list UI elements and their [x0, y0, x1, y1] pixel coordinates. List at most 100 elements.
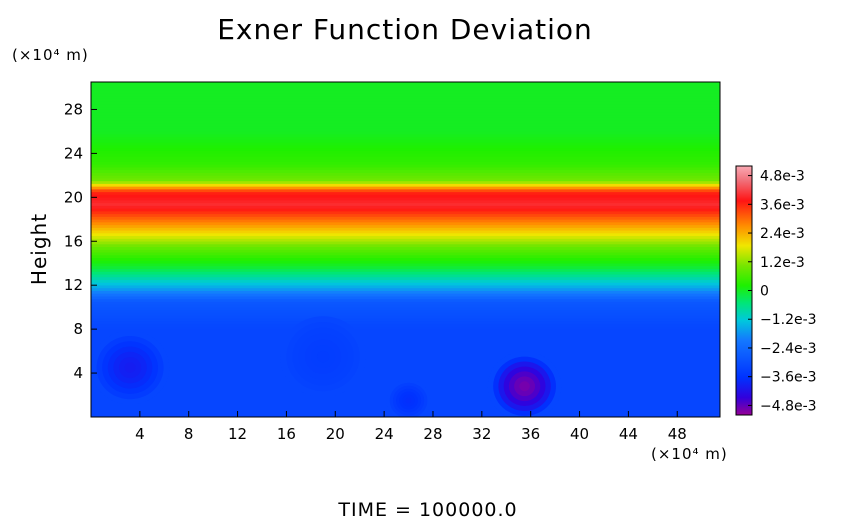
- heatmap-band: [91, 175, 720, 179]
- heatmap-band: [91, 100, 720, 105]
- heatmap-band: [91, 84, 720, 88]
- heatmap-band: [91, 334, 720, 338]
- x-tick-label: 24: [375, 425, 394, 443]
- heatmap-band: [91, 194, 720, 198]
- heatmap-band: [91, 158, 720, 162]
- heatmap-band: [91, 136, 720, 140]
- heatmap-band: [91, 188, 720, 193]
- heatmap-band: [91, 298, 720, 302]
- x-tick-label: 36: [521, 425, 540, 443]
- x-axis-unit: (×10⁴ m): [651, 445, 728, 463]
- heatmap-anomaly: [124, 362, 136, 373]
- heatmap-band: [91, 87, 720, 91]
- heatmap-band: [91, 268, 720, 272]
- colorbar-axis: 4.8e-3 3.6e-3 2.4e-3 1.2e-3 0 −1.2e-3 −2.4e-3 −…: [748, 169, 817, 414]
- heatmap-band: [91, 153, 720, 157]
- heatmap-band: [91, 287, 720, 291]
- heatmap-band: [91, 227, 720, 231]
- colorbar-tick-label: −1.2e-3: [760, 312, 817, 328]
- heatmap-band: [91, 82, 720, 86]
- heatmap-band: [91, 144, 720, 149]
- heatmap-band: [91, 133, 720, 138]
- heatmap-band: [91, 306, 720, 311]
- heatmap-band: [91, 367, 720, 371]
- heatmap-band: [91, 312, 720, 316]
- y-tick-label: 28: [64, 100, 83, 118]
- heatmap-band: [91, 356, 720, 360]
- heatmap-anomaly: [405, 397, 412, 404]
- heatmap-band: [91, 224, 720, 228]
- heatmap-band: [91, 254, 720, 259]
- heatmap-band: [91, 218, 720, 223]
- heatmap-band: [91, 290, 720, 294]
- x-tick-label: 8: [184, 425, 194, 443]
- y-tick-label: 8: [73, 320, 83, 338]
- heatmap-band: [91, 150, 720, 154]
- heatmap-band: [91, 232, 720, 237]
- heatmap-band: [91, 191, 720, 195]
- x-tick-label: 28: [423, 425, 442, 443]
- heatmap-band: [91, 111, 720, 116]
- heatmap-band: [91, 208, 720, 212]
- heatmap-band: [91, 202, 720, 206]
- x-tick-label: 16: [277, 425, 296, 443]
- heatmap-band: [91, 326, 720, 330]
- y-tick-label: 4: [73, 364, 83, 382]
- heatmap-band: [91, 353, 720, 357]
- heatmap-band: [91, 177, 720, 182]
- heatmap-band: [91, 271, 720, 275]
- heatmap-band: [91, 293, 720, 297]
- time-label: TIME = 100000.0: [337, 499, 517, 519]
- heatmap-band: [91, 199, 720, 204]
- colorbar-tick-label: 4.8e-3: [760, 169, 805, 185]
- y-axis-label: Height: [27, 213, 51, 285]
- heatmap-band: [91, 273, 720, 278]
- heatmap-band: [91, 282, 720, 286]
- colorbar-tick-label: 2.4e-3: [760, 226, 805, 242]
- heatmap-band: [91, 164, 720, 168]
- x-axis: 4 8 12 16 20 24 28 32 36 40 44 48: [135, 411, 687, 443]
- heatmap-band: [91, 172, 720, 176]
- heatmap-band: [91, 328, 720, 333]
- heatmap-band: [91, 229, 720, 234]
- chart-title: Exner Function Deviation: [217, 13, 593, 46]
- heatmap-band: [91, 262, 720, 267]
- y-tick-label: 20: [64, 188, 83, 206]
- heatmap-band: [91, 238, 720, 242]
- colorbar-tick-label: 1.2e-3: [760, 255, 805, 271]
- heatmap-band: [91, 315, 720, 319]
- y-axis: 4 8 12 16 20 24 28: [64, 100, 97, 382]
- heatmap-band: [91, 89, 720, 94]
- heatmap-band: [91, 284, 720, 289]
- heatmap-band: [91, 131, 720, 135]
- colorbar-tick-label: −4.8e-3: [760, 398, 817, 414]
- heatmap-band: [91, 114, 720, 118]
- heatmap-band: [91, 216, 720, 220]
- heatmap-anomaly: [316, 350, 330, 363]
- heatmap-band: [91, 378, 720, 382]
- heatmap-anomaly: [519, 381, 530, 392]
- heatmap-band: [91, 120, 720, 124]
- heatmap-band: [91, 359, 720, 363]
- heatmap-band: [91, 249, 720, 253]
- heatmap-band: [91, 128, 720, 132]
- heatmap-band: [91, 125, 720, 129]
- heatmap-band: [91, 309, 720, 313]
- heatmap-band: [91, 375, 720, 379]
- heatmap-band: [91, 213, 720, 217]
- y-tick-label: 24: [64, 144, 83, 162]
- heatmap-band: [91, 342, 720, 346]
- heatmap-band: [91, 295, 720, 300]
- heatmap-band: [91, 95, 720, 99]
- heatmap-band: [91, 372, 720, 377]
- heatmap-band: [91, 364, 720, 368]
- colorbar-tick-label: −3.6e-3: [760, 370, 817, 386]
- heatmap-band: [91, 331, 720, 335]
- heatmap-band: [91, 169, 720, 173]
- heatmap-band: [91, 320, 720, 324]
- heatmap-band: [91, 98, 720, 102]
- x-tick-label: 32: [472, 425, 491, 443]
- heatmap-band: [91, 276, 720, 281]
